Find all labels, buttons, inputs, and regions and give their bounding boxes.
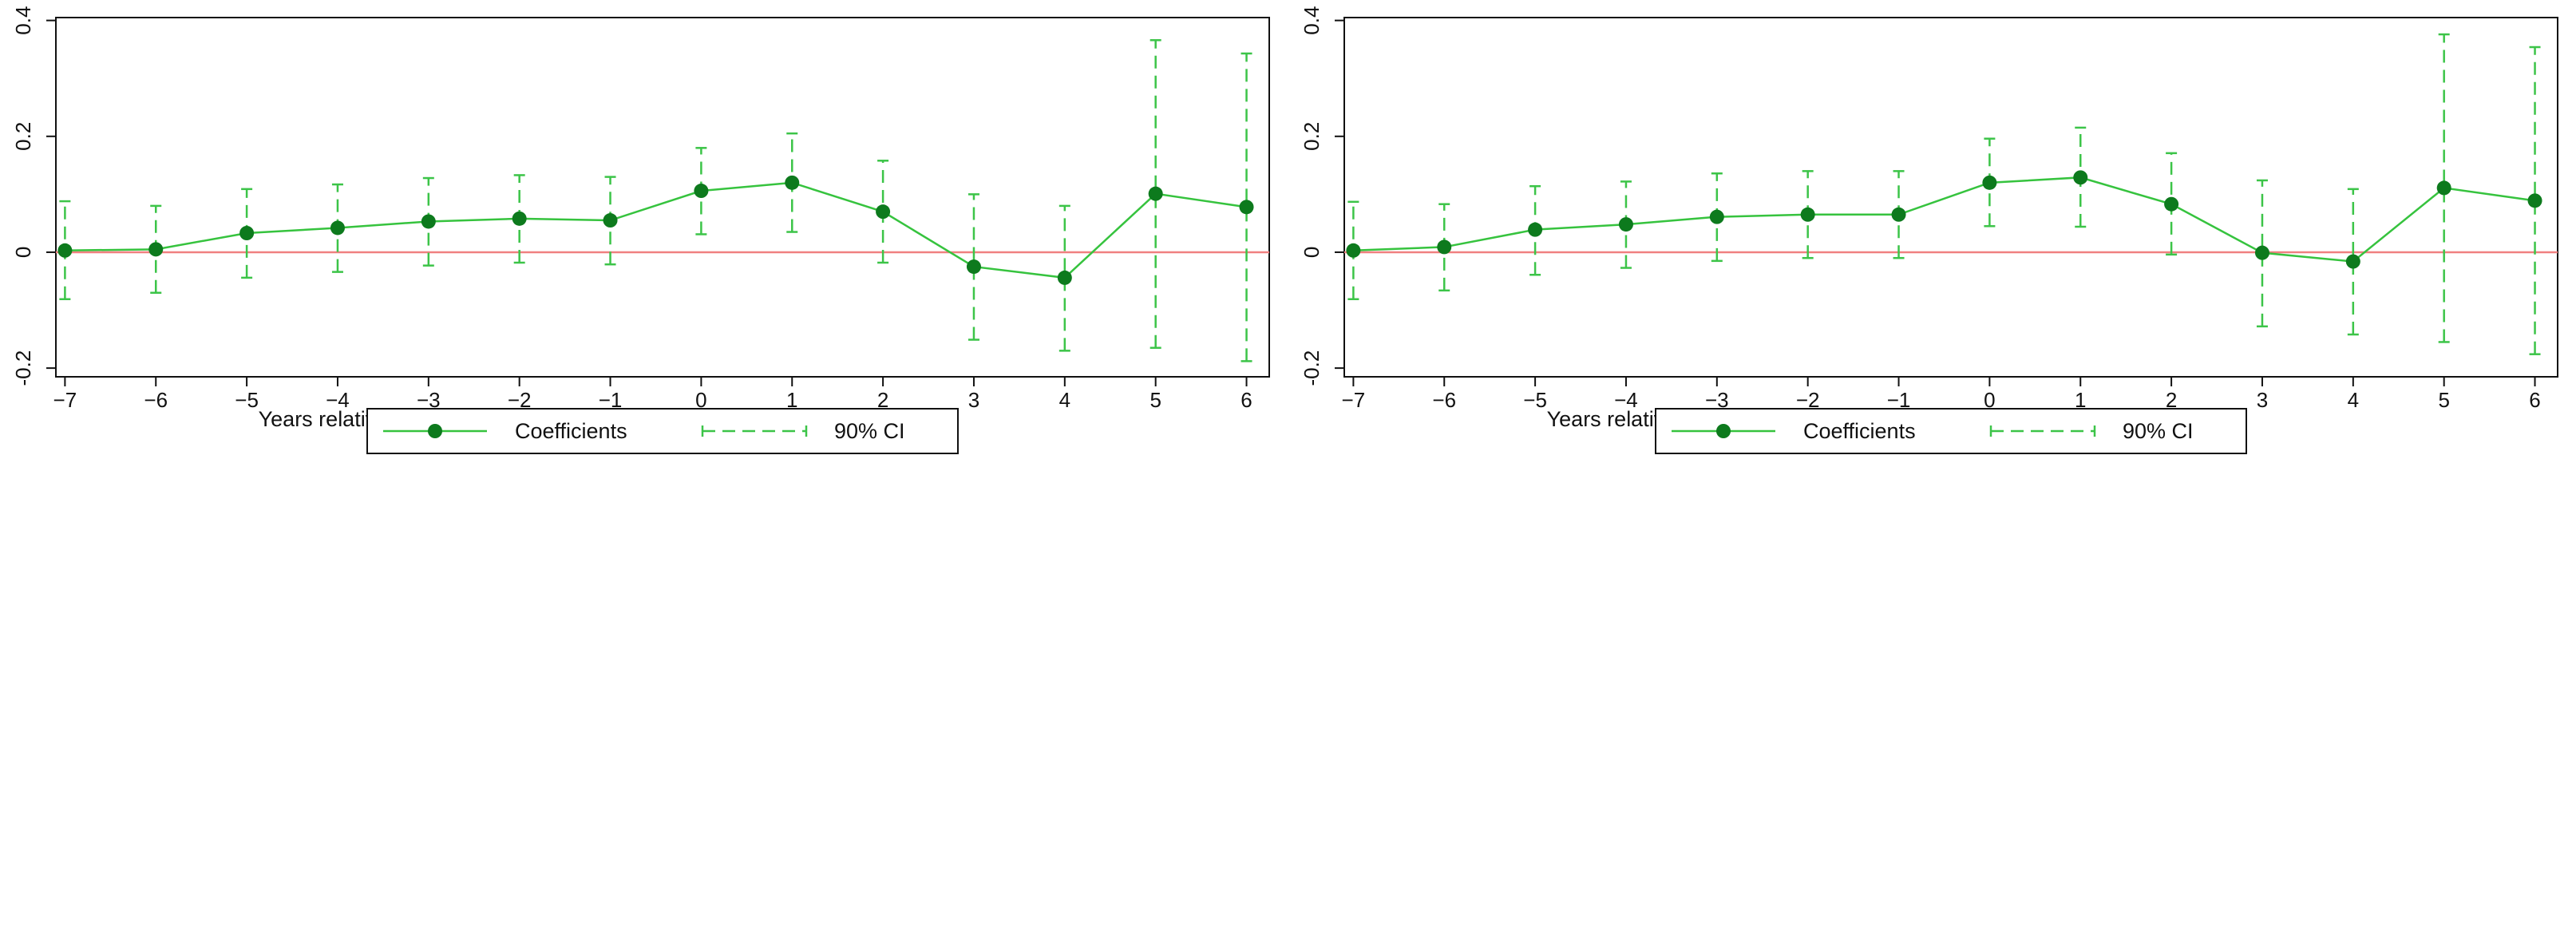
coefficient-point	[57, 243, 73, 258]
coefficient-point	[2527, 193, 2542, 208]
coefficient-point	[239, 226, 255, 240]
coefficient-point	[1346, 243, 1361, 258]
plot-frame	[1343, 17, 2558, 378]
x-tick-label: 1	[2075, 388, 2086, 412]
coefficient-point	[2073, 170, 2088, 185]
x-tick-label: −6	[144, 388, 168, 412]
x-tick-label: 6	[1241, 388, 1252, 412]
coefficient-point	[785, 175, 800, 190]
x-tick-label: 4	[1059, 388, 1070, 412]
coefficients-line	[65, 181, 1247, 279]
x-tick-label: −7	[1342, 388, 1366, 412]
x-tick-label: 2	[2166, 388, 2177, 412]
coefficient-point	[694, 184, 709, 199]
x-tick-label: 2	[877, 388, 888, 412]
coefficient-point	[966, 259, 981, 275]
coefficient-point	[1437, 239, 1452, 255]
x-tick-label: 5	[1150, 388, 1161, 412]
plot-frame	[55, 17, 1270, 378]
y-tick-label: 0.2	[1300, 122, 1324, 151]
chart-panel-left: -0.2 0 0.2 0.4 −7 −6 −5 −4 −3 −2 −1 0 1 2 3 4 5 6 Years re…	[11, 6, 1270, 454]
x-tick-label: −6	[1432, 388, 1456, 412]
coefficient-point	[2436, 180, 2451, 196]
x-tick-label: 0	[1984, 388, 1995, 412]
coefficients-line	[1353, 176, 2535, 263]
legend-ci-label: 90% CI	[834, 419, 905, 443]
coefficient-point	[1800, 207, 1815, 222]
legend-ci-label: 90% CI	[2123, 419, 2194, 443]
y-tick-label: 0.4	[11, 6, 35, 35]
coefficient-point	[148, 242, 164, 257]
coefficient-point	[2164, 196, 2179, 212]
coefficient-point	[2254, 245, 2269, 260]
x-tick-label: 3	[2257, 388, 2268, 412]
coefficient-point	[876, 204, 891, 220]
coefficient-point	[1618, 217, 1633, 232]
x-tick-label: 1	[786, 388, 797, 412]
y-tick-label: 0.4	[1300, 6, 1324, 35]
x-tick-label: 5	[2438, 388, 2449, 412]
legend-coefficients-marker	[1716, 424, 1731, 438]
coefficient-point	[421, 214, 436, 229]
coefficient-point	[1891, 207, 1906, 222]
legend-coefficients-label: Coefficients	[515, 419, 627, 443]
coefficient-point	[2345, 254, 2360, 269]
y-tick-label: -0.2	[11, 350, 35, 386]
x-tick-label: −4	[1614, 388, 1638, 412]
legend-coefficients-marker	[428, 424, 442, 438]
coefficient-point	[1057, 270, 1072, 285]
x-tick-label: 4	[2348, 388, 2359, 412]
coefficient-point	[1709, 209, 1724, 224]
x-tick-label: 6	[2529, 388, 2540, 412]
x-tick-label: −5	[235, 388, 259, 412]
y-tick-label: 0.2	[11, 122, 35, 151]
chart-panel-right: -0.2 0 0.2 0.4 −7 −6 −5 −4 −3 −2 −1 0 1 2 3 4 5 6 Years re…	[1288, 0, 2576, 934]
x-tick-label: −4	[326, 388, 350, 412]
x-tick-label: −5	[1523, 388, 1547, 412]
legend-coefficients-label: Coefficients	[1803, 419, 1916, 443]
coefficient-point	[1528, 222, 1543, 237]
coefficient-point	[1239, 200, 1254, 215]
y-tick-label: -0.2	[1300, 350, 1324, 386]
x-tick-label: 0	[695, 388, 706, 412]
coefficient-point	[1148, 186, 1163, 201]
x-tick-label: −7	[53, 388, 77, 412]
x-tick-label: 3	[968, 388, 979, 412]
coefficient-point	[1982, 175, 1997, 190]
coefficient-point	[330, 220, 345, 235]
coefficient-point	[603, 213, 618, 228]
y-tick-label: 0	[1300, 247, 1324, 258]
coefficient-point	[512, 211, 527, 226]
y-tick-label: 0	[11, 247, 35, 258]
